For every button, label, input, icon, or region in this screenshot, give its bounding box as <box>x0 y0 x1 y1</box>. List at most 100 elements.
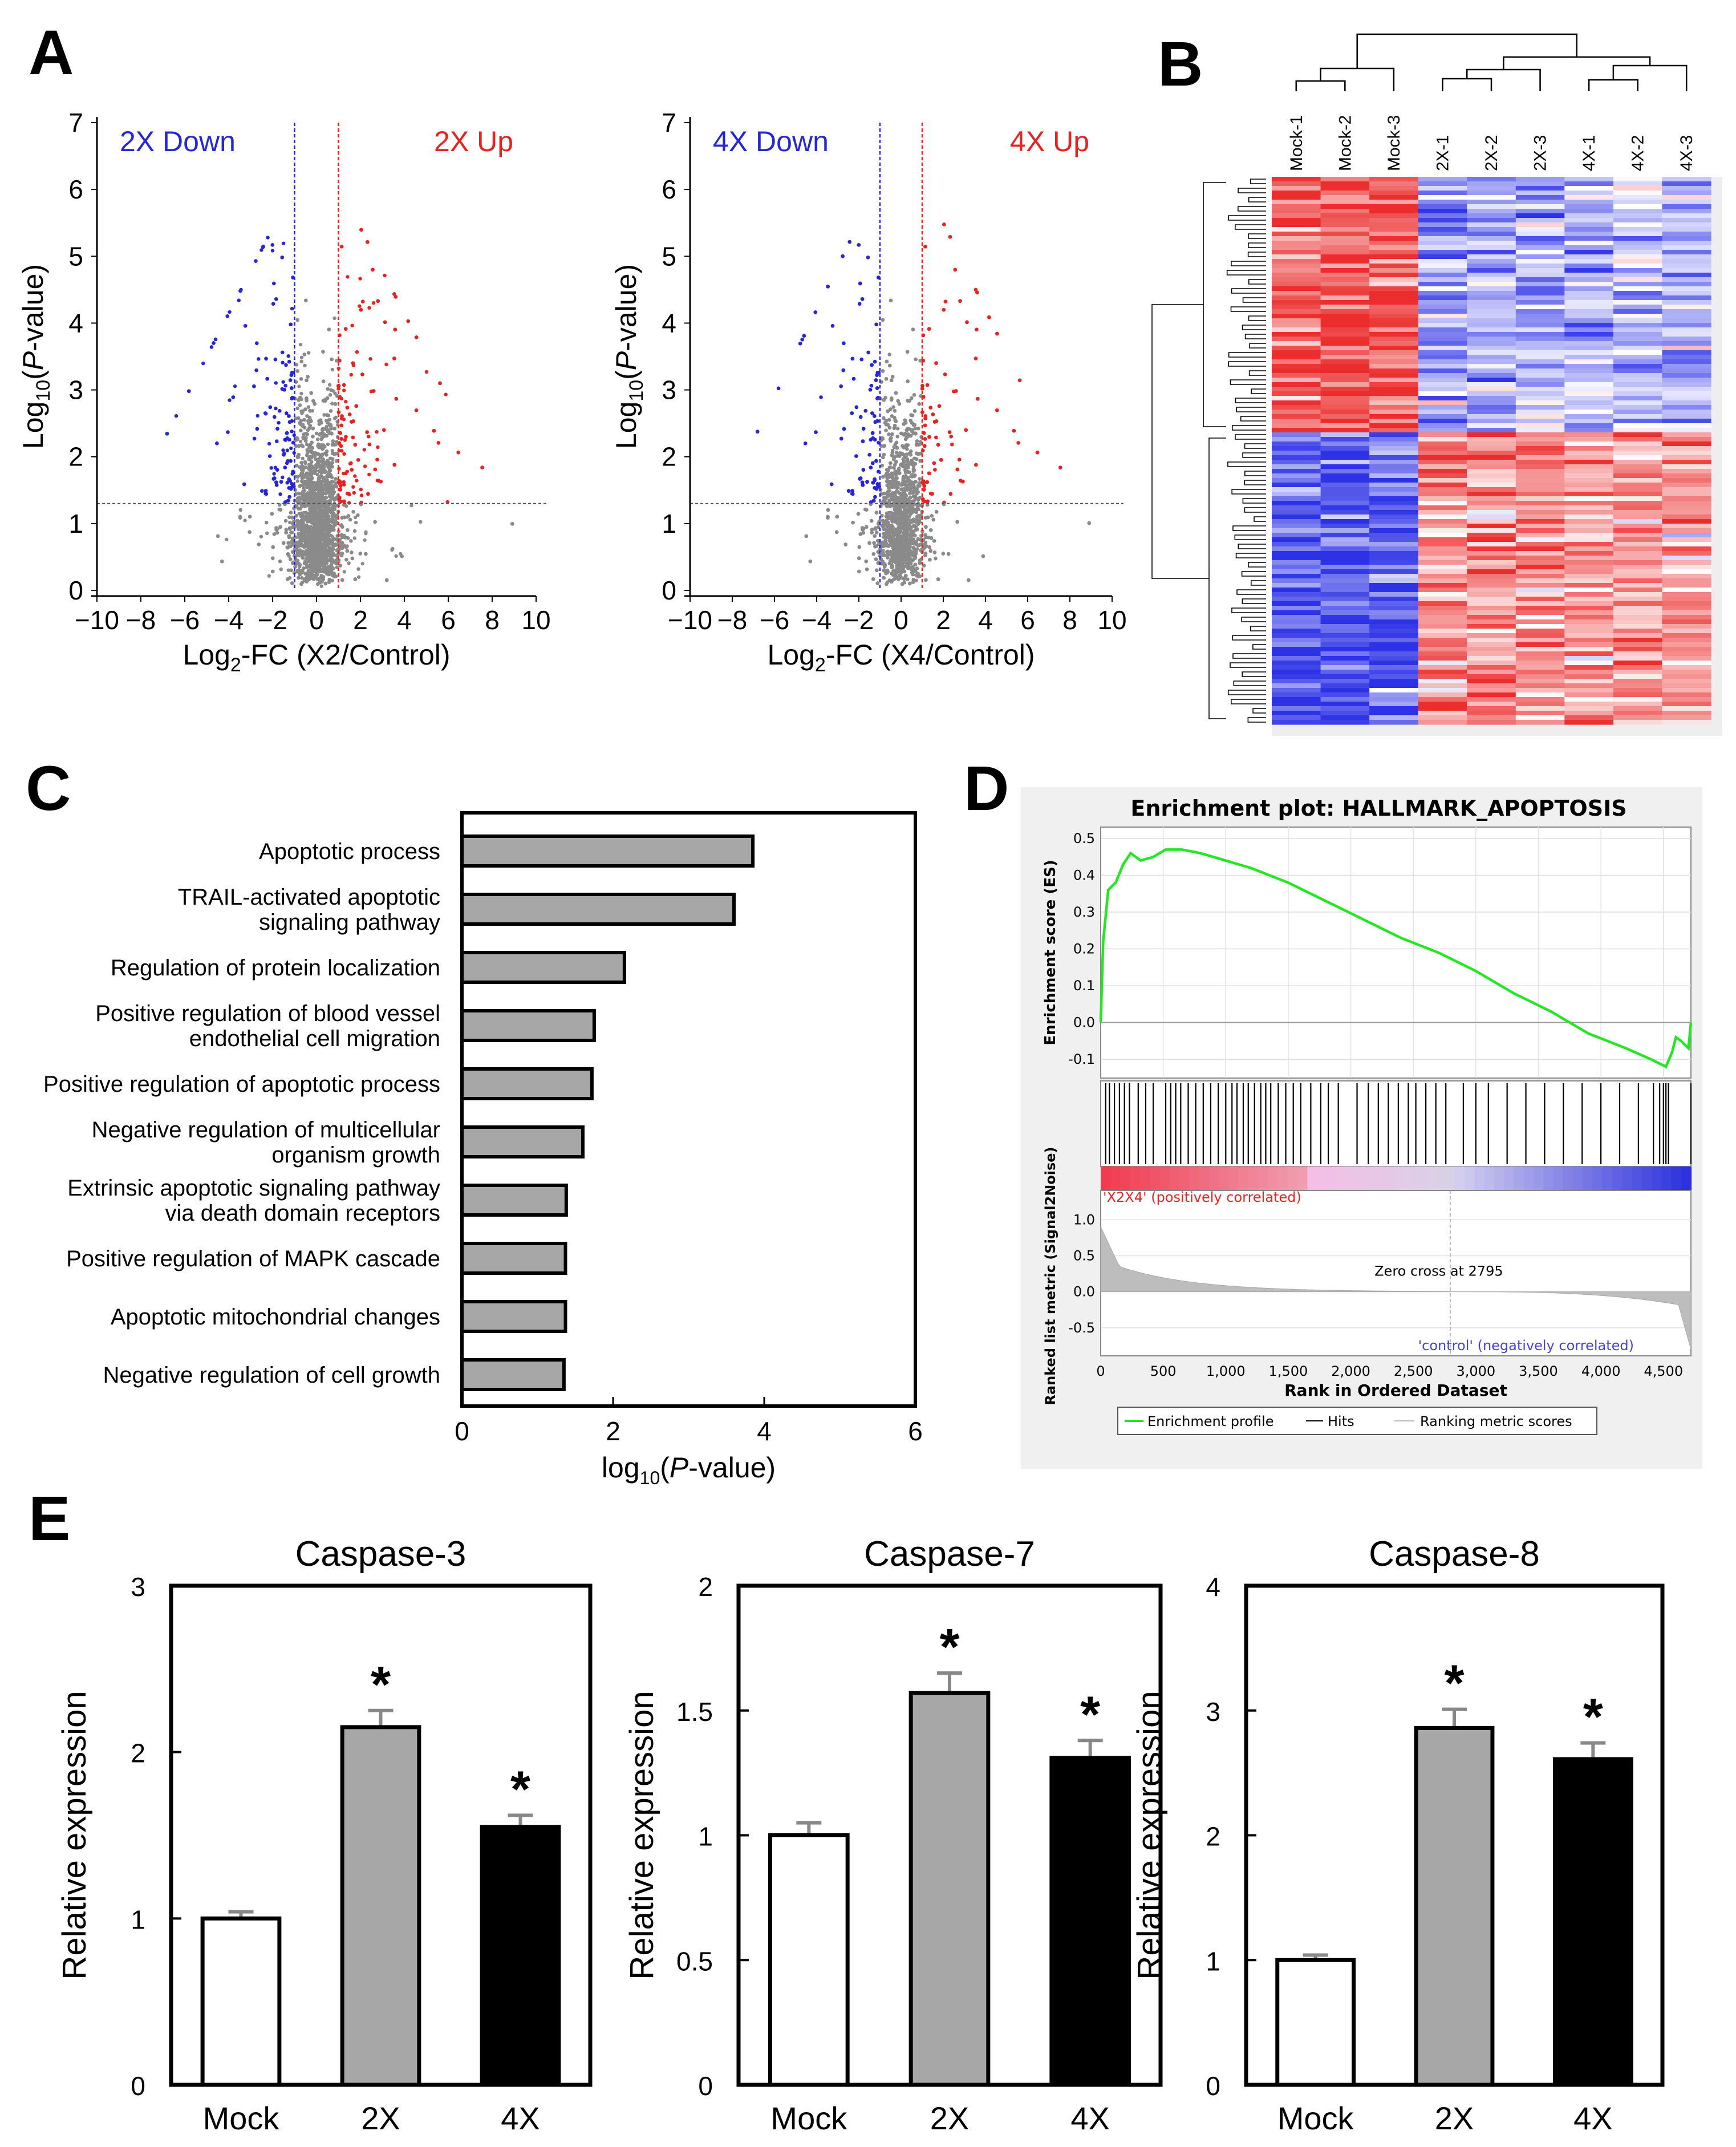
volcano-point <box>281 360 285 364</box>
volcano-point <box>288 520 292 525</box>
volcano-point <box>359 307 363 312</box>
volcano-point <box>310 451 314 455</box>
volcano-point <box>265 531 269 535</box>
volcano-point <box>326 482 330 487</box>
volcano-point <box>321 447 325 451</box>
volcano-point <box>400 554 404 558</box>
volcano-point <box>270 243 274 247</box>
volcano-point <box>297 416 301 420</box>
volcano-point <box>330 465 334 469</box>
volcano-point <box>325 474 329 478</box>
volcano-point <box>264 492 268 496</box>
volcano-point <box>201 361 205 366</box>
volcano-point <box>300 483 304 487</box>
volcano-point <box>286 541 290 545</box>
volcano-point <box>317 422 322 426</box>
volcano-point <box>299 582 303 586</box>
volcano-point <box>358 552 362 556</box>
volcano-point <box>352 529 357 533</box>
volcano-point <box>285 461 289 465</box>
volcano-point <box>280 256 284 260</box>
volcano-point <box>275 439 279 443</box>
volcano-point <box>323 581 328 586</box>
volcano-point <box>295 464 299 468</box>
volcano-point <box>390 548 394 552</box>
volcano-point <box>228 398 232 402</box>
panel-letter-c: C <box>26 754 71 824</box>
volcano-point <box>292 433 296 437</box>
volcano-point <box>290 306 294 311</box>
panel-letter-e: E <box>29 1484 70 1554</box>
volcano-point <box>321 350 325 354</box>
volcano-point <box>348 517 352 522</box>
volcano-point <box>353 577 358 581</box>
volcano-point <box>359 228 363 232</box>
volcano-point <box>344 558 348 562</box>
volcano-point <box>372 389 376 393</box>
volcano-point <box>345 549 350 553</box>
volcano-point <box>257 357 261 361</box>
volcano-point <box>415 335 419 339</box>
volcano-point <box>332 514 336 518</box>
volcano-point <box>363 464 367 468</box>
volcano-point <box>289 568 293 572</box>
volcano-point <box>360 562 364 566</box>
volcano-point <box>332 427 336 431</box>
volcano-point <box>352 536 356 540</box>
volcano-point <box>342 515 347 520</box>
volcano-point <box>270 249 275 253</box>
volcano-point <box>225 314 229 318</box>
panel-letter-a: A <box>29 18 74 88</box>
volcano-point <box>279 567 283 572</box>
volcano-point <box>275 527 279 531</box>
volcano-point <box>220 560 224 564</box>
volcano-point <box>257 542 261 546</box>
volcano-point <box>297 496 301 500</box>
volcano-point <box>342 499 346 504</box>
volcano-point <box>344 400 348 404</box>
volcano-point <box>297 565 302 569</box>
volcano-point <box>212 341 216 345</box>
volcano-point <box>305 442 309 447</box>
volcano-point <box>290 538 294 543</box>
volcano-point <box>438 381 442 385</box>
volcano-point <box>226 430 230 434</box>
volcano-point <box>237 298 241 302</box>
volcano-point <box>289 446 293 451</box>
volcano-point <box>277 421 281 425</box>
volcano-point <box>255 414 259 418</box>
volcano-point <box>238 508 242 512</box>
volcano-point <box>352 491 356 495</box>
volcano-point <box>302 418 306 422</box>
volcano-point <box>319 466 323 471</box>
volcano-point <box>354 521 358 525</box>
volcano-point <box>325 434 328 438</box>
volcano-point <box>353 443 357 447</box>
volcano-point <box>331 439 335 443</box>
volcano-point <box>444 392 448 396</box>
volcano-point <box>272 281 276 286</box>
volcano-point <box>384 362 388 366</box>
volcano-point <box>332 498 336 502</box>
volcano-point <box>362 448 366 452</box>
volcano-point <box>255 427 259 431</box>
volcano-point <box>365 430 369 434</box>
volcano-point <box>299 428 303 432</box>
volcano-point <box>366 240 370 244</box>
volcano-point <box>359 487 363 492</box>
volcano-point <box>354 404 358 408</box>
volcano-point <box>330 367 335 372</box>
volcano-point <box>287 414 291 418</box>
volcano-point <box>346 514 351 518</box>
volcano-point <box>333 481 338 485</box>
volcano-point <box>327 506 331 510</box>
volcano-point <box>287 477 291 481</box>
volcano-point <box>324 496 328 500</box>
panel-letter-d: D <box>964 754 1009 824</box>
volcano-point <box>286 577 290 581</box>
volcano-point <box>340 416 344 420</box>
volcano-point <box>307 351 311 355</box>
volcano-point <box>349 539 353 543</box>
volcano-point <box>409 504 413 508</box>
volcano-point <box>360 372 364 376</box>
